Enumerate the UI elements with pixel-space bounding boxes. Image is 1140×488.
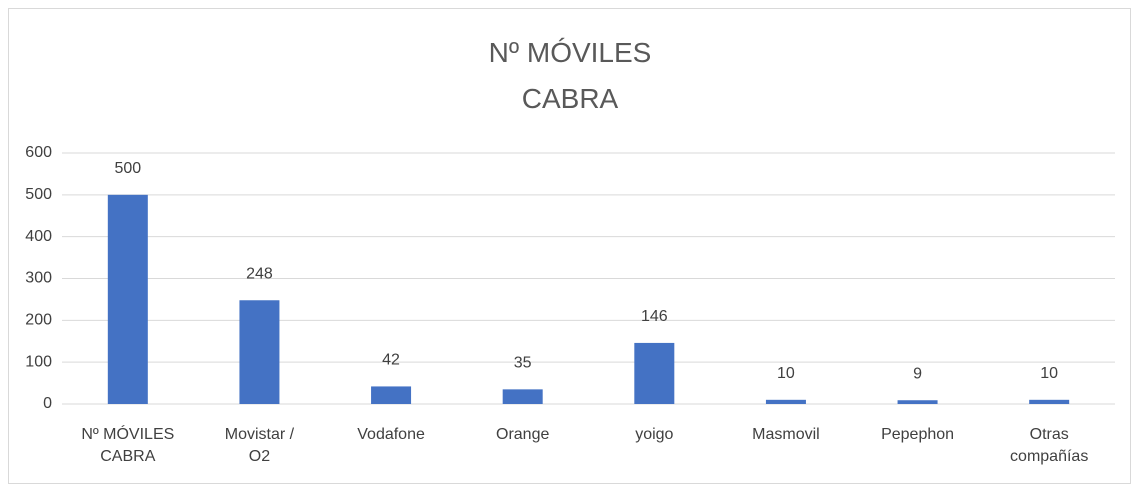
y-tick-label: 300 [25, 270, 52, 287]
y-tick-label: 200 [25, 312, 52, 329]
x-tick-label: yoigo [635, 426, 674, 443]
bar [107, 194, 148, 404]
data-label: 35 [514, 355, 532, 372]
x-tick-label: Otras compañías [1010, 426, 1089, 465]
x-tick-label: Orange [496, 426, 550, 443]
x-tick-label: Pepephon [881, 426, 955, 443]
x-tick-label: Movistar / O2 [224, 426, 295, 465]
data-label: 42 [382, 352, 400, 369]
bar [1029, 399, 1070, 404]
x-tick-label: Vodafone [357, 426, 425, 443]
data-label: 500 [114, 160, 141, 177]
y-tick-label: 400 [25, 228, 52, 245]
data-label: 146 [641, 308, 668, 325]
bar [897, 400, 938, 404]
bar [371, 386, 412, 404]
chart-title: Nº MÓVILES CABRA [488, 37, 652, 114]
data-label: 248 [246, 265, 273, 282]
y-tick-label: 600 [25, 144, 52, 161]
bar [502, 389, 543, 404]
bar [239, 300, 280, 404]
y-tick-label: 100 [25, 353, 52, 370]
x-tick-label: Masmovil [752, 426, 820, 443]
data-label: 10 [777, 365, 795, 382]
bar [634, 342, 675, 404]
x-tick-label: Nº MÓVILES CABRA [81, 426, 175, 465]
y-tick-label: 500 [25, 186, 52, 203]
data-label: 10 [1040, 365, 1058, 382]
bar [765, 399, 806, 404]
y-tick-label: 0 [43, 395, 52, 412]
data-label: 9 [913, 365, 922, 382]
